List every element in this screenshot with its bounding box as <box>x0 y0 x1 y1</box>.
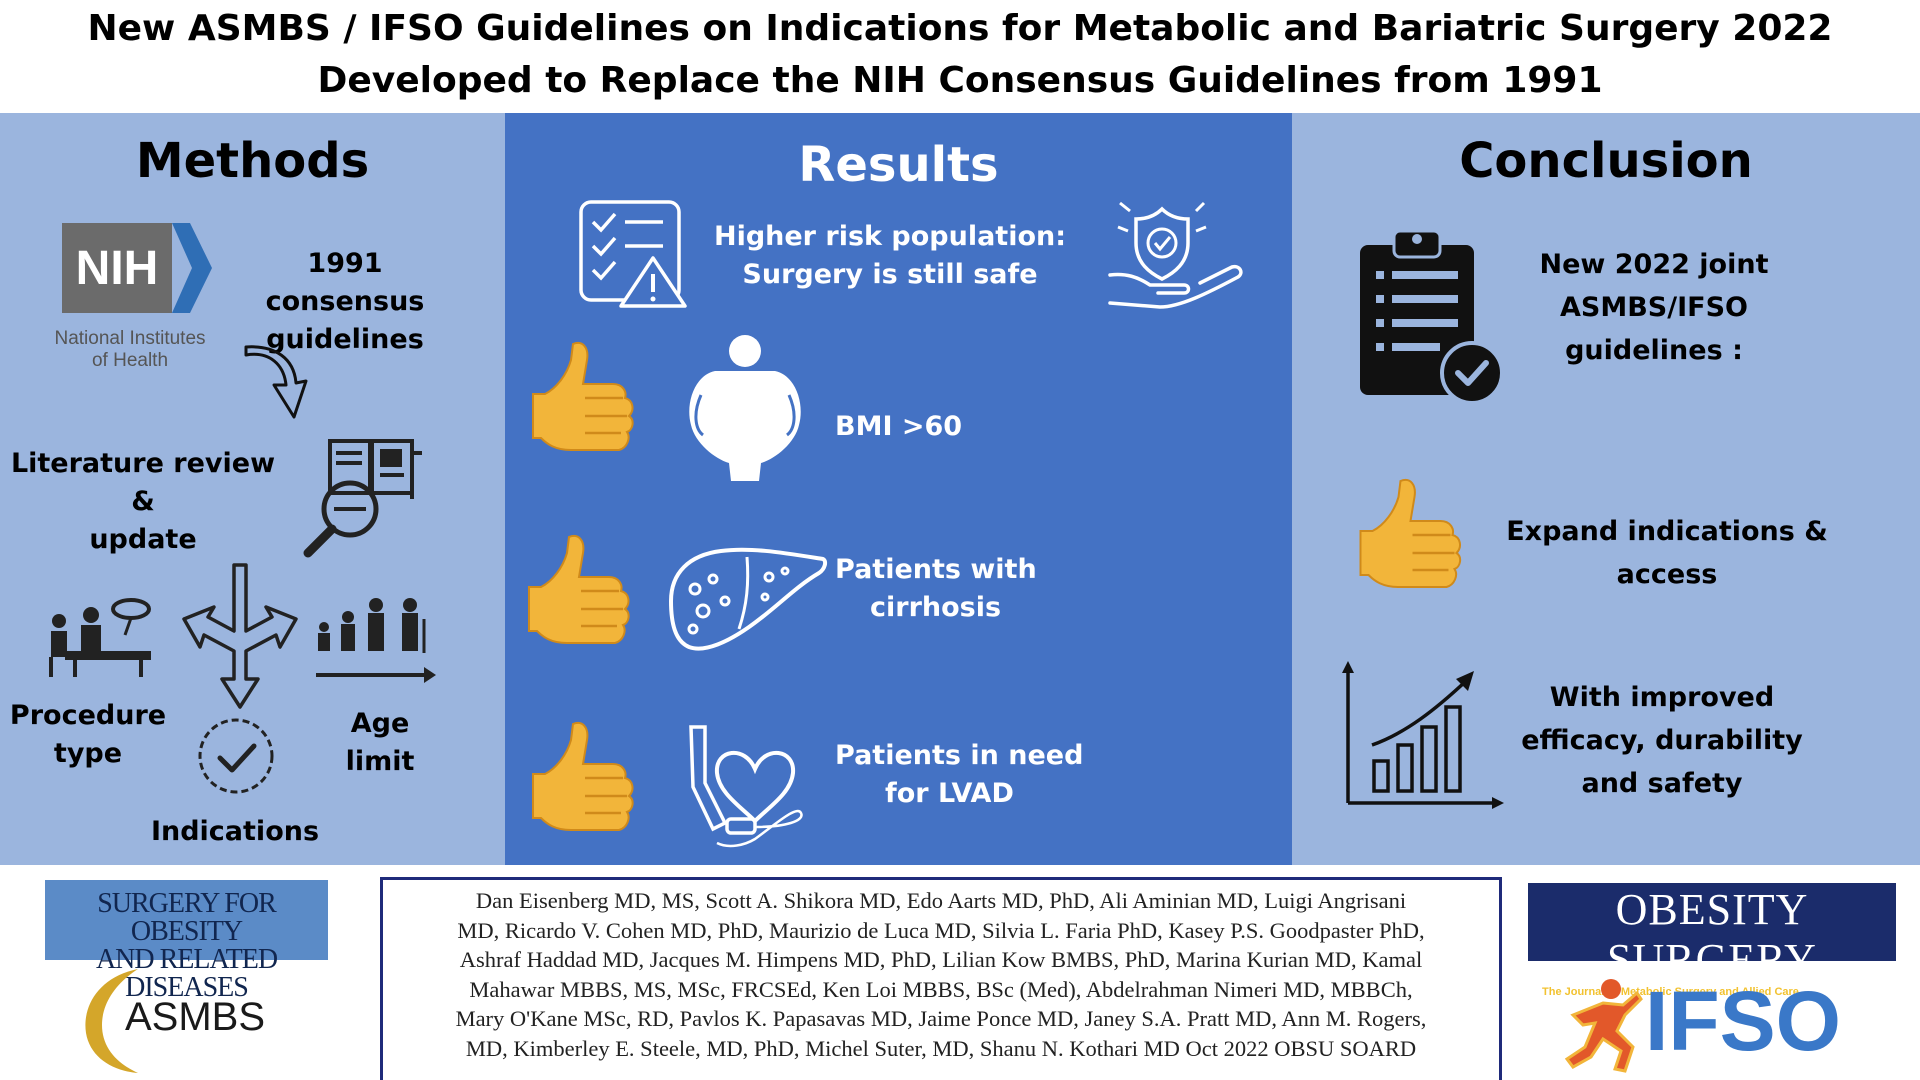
guidelines-label: New 2022 joint ASMBS/IFSO guidelines : <box>1539 249 1769 366</box>
footer: SURGERY FOR OBESITY AND RELATED DISEASES… <box>0 865 1920 1080</box>
nih-name: National Institutes of Health <box>30 328 230 372</box>
nih-logo-text: NIH <box>76 242 159 295</box>
title-banner: New ASMBS / IFSO Guidelines on Indicatio… <box>0 0 1920 113</box>
conclusion-heading: Conclusion <box>1459 133 1753 189</box>
obesity-surgery-title: OBESITY SURGERY <box>1607 885 1817 984</box>
growth-chart-icon <box>1336 661 1506 811</box>
surgery-team-icon <box>45 591 155 681</box>
literature-search-icon <box>300 433 430 563</box>
liver-icon <box>665 543 830 658</box>
expand-label: Expand indications & access <box>1506 516 1828 590</box>
obesity-surgery-journal-logo: OBESITY SURGERY The Journal of Metabolic… <box>1528 883 1896 998</box>
risk-label: Higher risk population: Surgery is still… <box>713 221 1067 290</box>
author-line: Ashraf Haddad MD, Jacques M. Himpens MD,… <box>459 947 1423 972</box>
shield-hand-icon <box>1100 193 1250 313</box>
consensus-label: 1991 consensus guidelines <box>265 248 425 355</box>
author-line: Dan Eisenberg MD, MS, Scott A. Shikora M… <box>475 888 1407 913</box>
author-line: MD, Ricardo V. Cohen MD, PhD, Maurizio d… <box>457 917 1425 943</box>
thumbs-up-icon <box>1352 475 1467 600</box>
cirrhosis-label: Patients with cirrhosis <box>835 554 1037 623</box>
methods-panel: Methods NIH National Institutes of Healt… <box>0 113 505 865</box>
thumbs-up-icon <box>527 718 637 843</box>
author-line: MD, Kimberley E. Steele, MD, PhD, Michel… <box>465 1035 1417 1061</box>
thumbs-up-icon <box>527 338 637 463</box>
lvad-label: Patients in need for LVAD <box>835 740 1084 809</box>
procedure-label: Procedure type <box>9 700 167 769</box>
sord-journal-logo: SURGERY FOR OBESITY AND RELATED DISEASES <box>45 880 328 1002</box>
literature-label: Literature review & update <box>10 448 276 555</box>
nih-name-line1: National Institutes <box>54 328 206 349</box>
results-panel: Results Higher risk population: Surgery … <box>505 113 1292 865</box>
thumbs-up-icon <box>523 531 633 656</box>
age-label: Age limit <box>345 708 415 777</box>
author-line: Mahawar MBBS, MS, MSc, FRCSEd, Ken Loi M… <box>469 976 1413 1002</box>
nih-name-line2: of Health <box>91 350 169 371</box>
age-progression-icon <box>312 591 437 691</box>
conclusion-panel: Conclusion New 2022 joint ASMBS/IFSO gui… <box>1292 113 1920 865</box>
asmbs-logo-text: ASMBS <box>125 995 266 1039</box>
bmi-label: BMI >60 <box>835 411 963 442</box>
checkmark-circle-icon <box>196 716 276 796</box>
page-title: New ASMBS / IFSO Guidelines on Indicatio… <box>87 8 1833 49</box>
clipboard-check-icon <box>1356 225 1506 410</box>
obese-body-icon <box>685 333 805 483</box>
page-subtitle: Developed to Replace the NIH Consensus G… <box>317 60 1603 101</box>
author-line: Mary O'Kane MSc, RD, Pavlos K. Papasavas… <box>455 1006 1427 1031</box>
methods-heading: Methods <box>135 133 370 189</box>
lvad-heart-icon <box>685 723 815 853</box>
improved-label: With improved efficacy, durability and s… <box>1521 682 1803 799</box>
curved-arrow-icon <box>240 345 310 425</box>
ifso-runner-icon <box>1563 975 1643 1075</box>
indications-label: Indications <box>150 816 320 847</box>
checklist-warning-icon <box>577 198 689 310</box>
diverging-arrows-icon <box>180 561 300 711</box>
authors-box: Dan Eisenberg MD, MS, Scott A. Shikora M… <box>380 877 1502 1080</box>
asmbs-logo-swoosh-icon <box>78 963 148 1078</box>
nih-logo: NIH <box>62 218 212 318</box>
results-heading: Results <box>798 137 999 193</box>
ifso-logo-text: IFSO <box>1645 974 1842 1068</box>
